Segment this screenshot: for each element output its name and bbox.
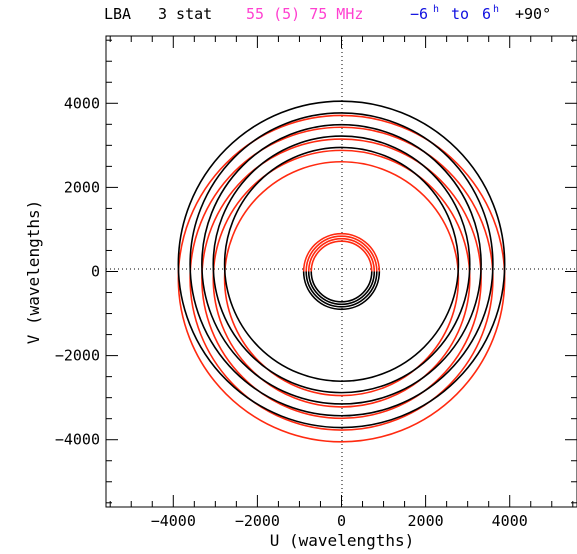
x-tick-label: −2000: [235, 512, 280, 530]
uv-track-2-1: [212, 135, 471, 394]
y-tick-label: 2000: [64, 178, 100, 196]
header-ha-start-unit: h: [433, 4, 439, 15]
y-axis-title: V (wavelengths): [24, 200, 43, 345]
header-ha-to: to: [451, 5, 469, 23]
y-tick-label: −2000: [55, 347, 100, 365]
uv-track-lower-0-0: [310, 271, 373, 303]
header-declination: +90°: [515, 5, 551, 23]
uv-track-2-3: [189, 112, 494, 417]
x-axis-title: U (wavelengths): [270, 531, 415, 550]
header-frequency: 55 (5) 75 MHz: [246, 5, 363, 23]
y-tick-label: 0: [91, 263, 100, 281]
uv-track-upper-0-3: [302, 232, 381, 272]
header-config: LBA: [104, 5, 131, 23]
header-ha-end-unit: h: [493, 4, 499, 15]
x-tick-label: 4000: [492, 512, 528, 530]
y-tick-label: 4000: [64, 94, 100, 112]
header-ha-start: −6: [410, 5, 428, 23]
uv-track-1-0: [223, 160, 460, 397]
uv-track-2-0: [223, 146, 460, 383]
uv-track-lower-0-1: [307, 271, 376, 306]
header-stations: 3 stat: [158, 5, 212, 23]
uv-track-lower-0-3: [302, 271, 381, 311]
uv-track-upper-0-2: [305, 235, 378, 272]
uv-track-upper-0-1: [307, 237, 376, 272]
x-tick-label: 0: [337, 512, 346, 530]
uv-tracks: [177, 100, 506, 443]
axis-ticks: [106, 36, 577, 507]
y-tick-label: −4000: [55, 431, 100, 449]
uv-track-2-2: [201, 123, 482, 405]
uv-track-2-4: [177, 100, 506, 429]
x-tick-label: −4000: [151, 512, 196, 530]
header-ha-end: 6: [482, 5, 491, 23]
x-tick-label: 2000: [408, 512, 444, 530]
header-hour-angle: −6 h to 6 h: [410, 4, 499, 23]
uv-track-lower-0-2: [305, 271, 378, 308]
axis-tick-labels: −4000 −2000 0 2000 4000 −4000 −2000 0 2000 4000: [55, 94, 528, 530]
uv-track-upper-0-0: [310, 240, 373, 272]
